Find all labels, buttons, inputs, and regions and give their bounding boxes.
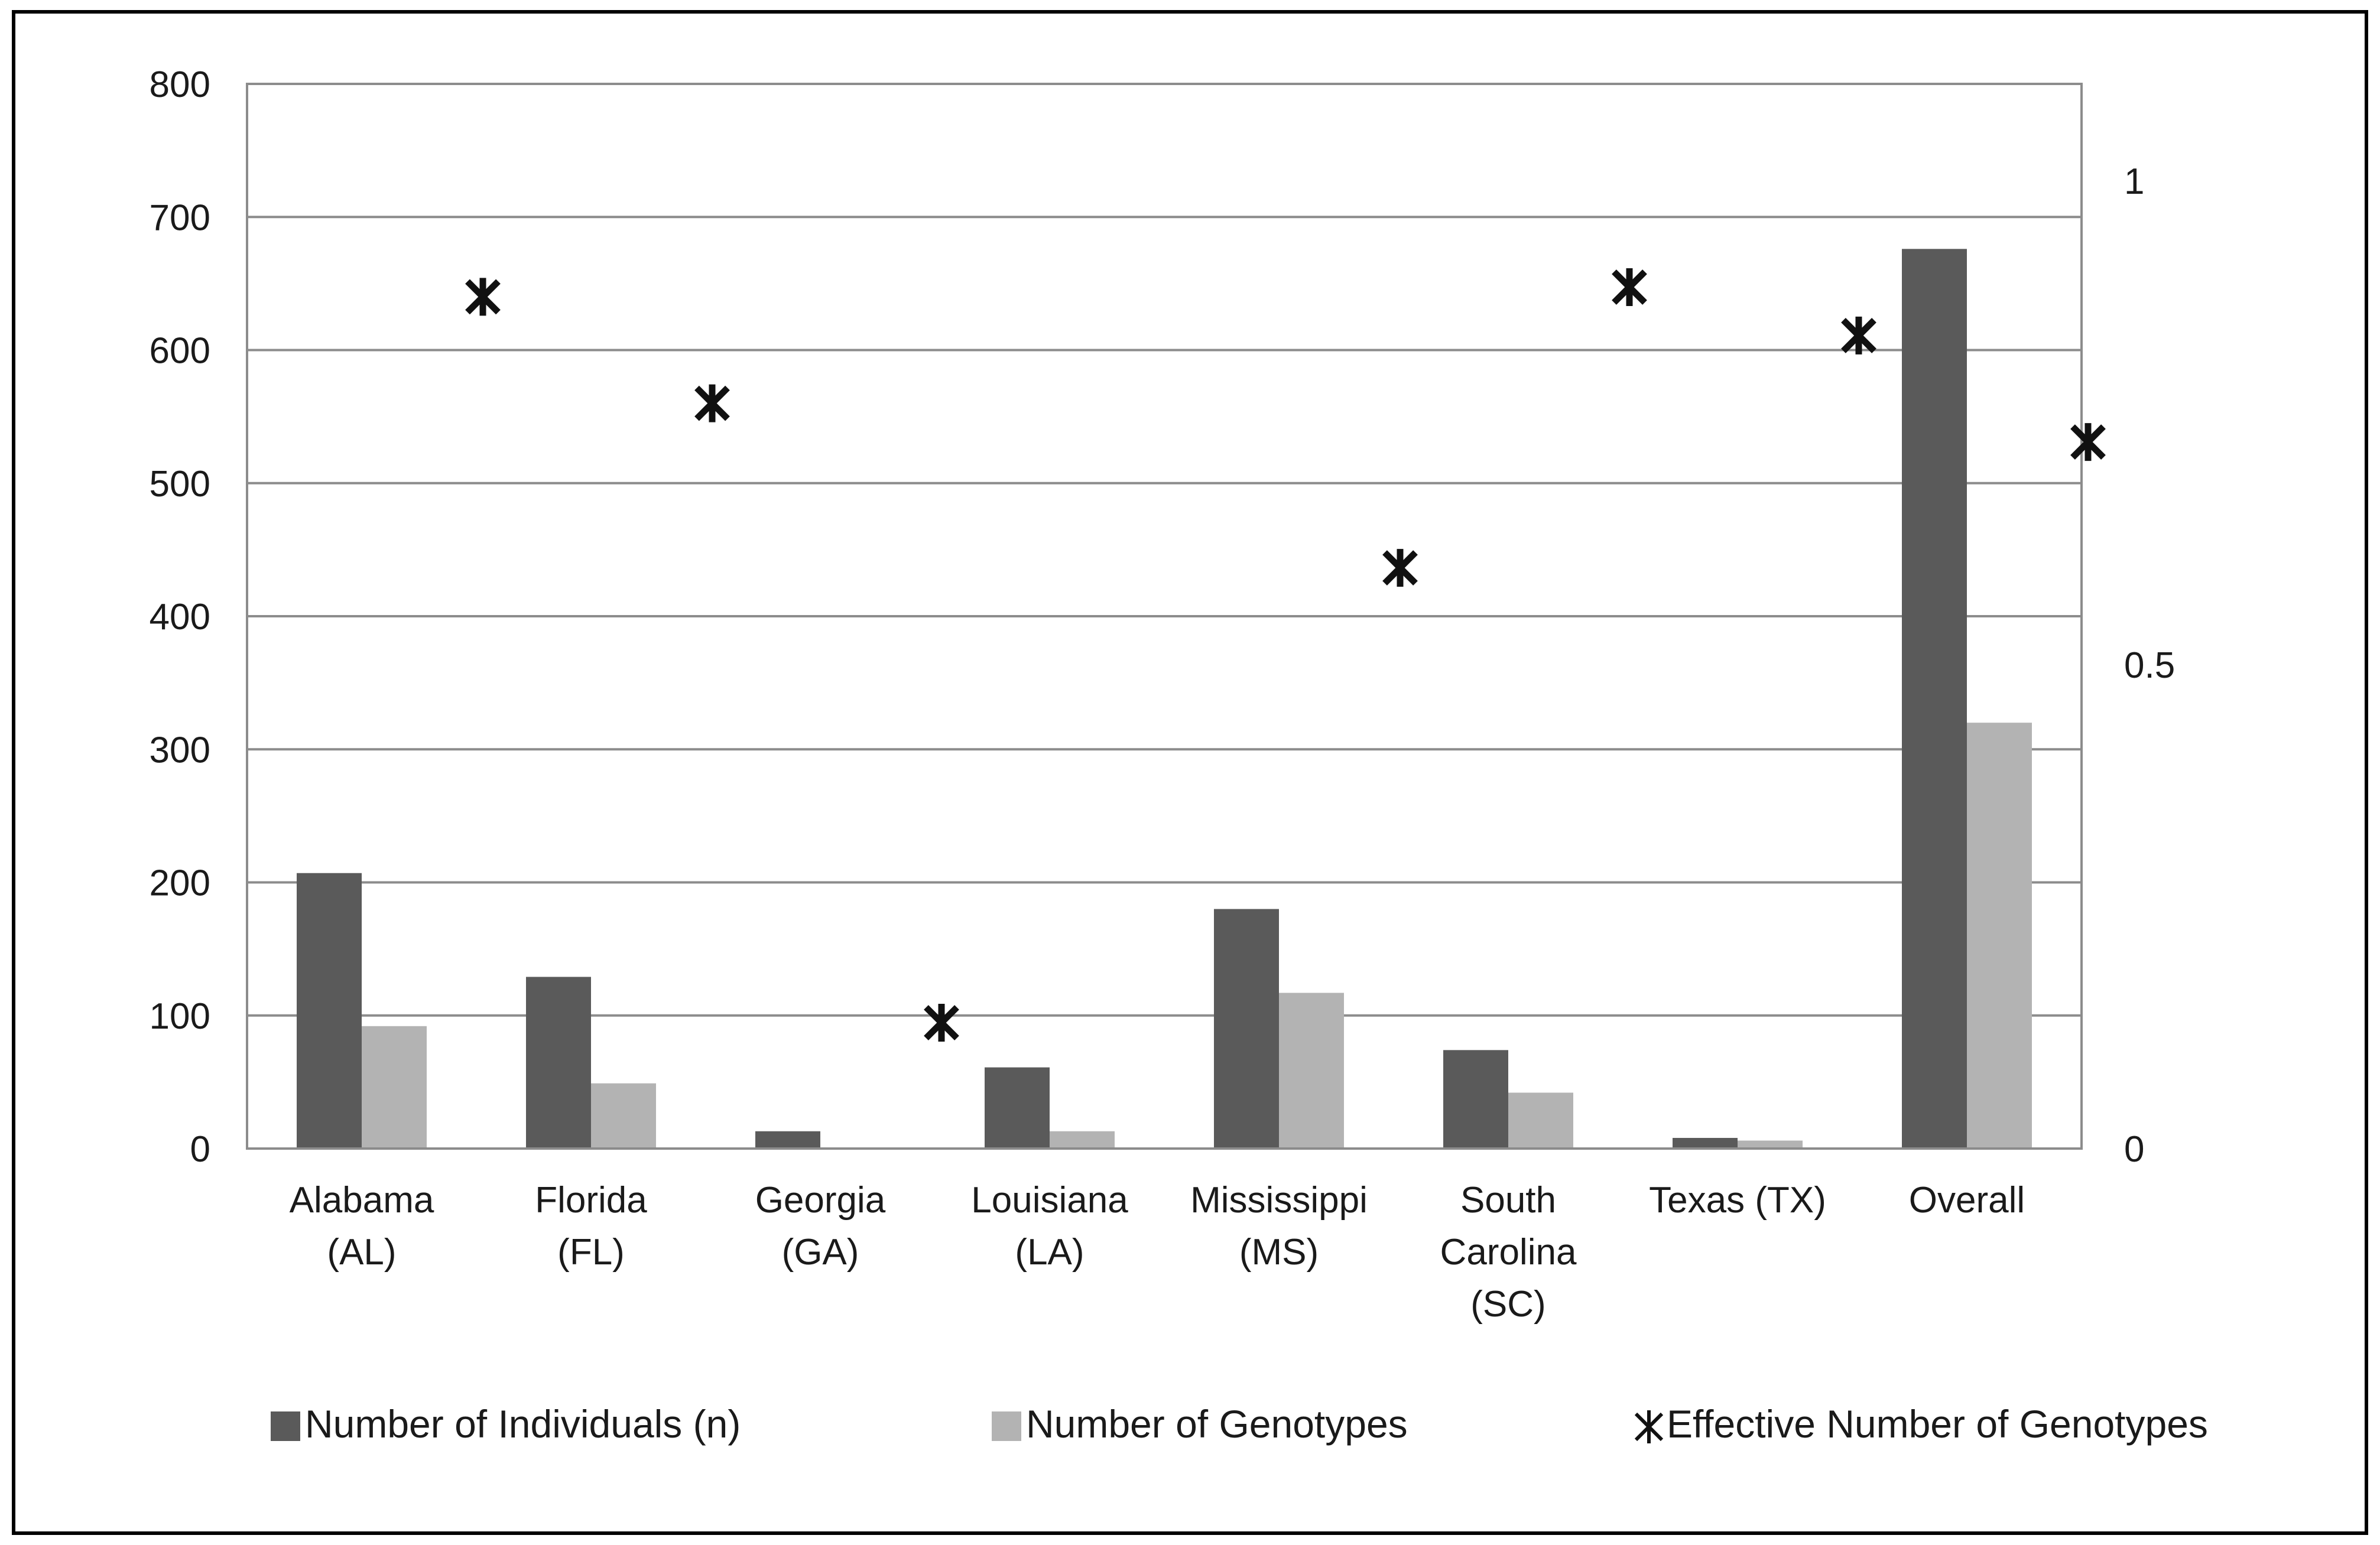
bar-genotypes xyxy=(362,1026,427,1149)
legend-marker-icon xyxy=(1634,1410,1664,1443)
category-label: (LA) xyxy=(1015,1232,1084,1273)
bar-individuals xyxy=(1673,1137,1738,1149)
category-label: (SC) xyxy=(1470,1284,1545,1325)
left-axis-tick-label: 400 xyxy=(150,597,210,637)
bar-individuals xyxy=(526,977,591,1149)
legend: Number of Individuals (n) Number of Genot… xyxy=(271,1402,2208,1446)
right-axis-tick-label: 0.5 xyxy=(2124,645,2175,686)
bar-genotypes xyxy=(1050,1131,1115,1149)
category-label: (FL) xyxy=(557,1232,625,1273)
bar-genotypes xyxy=(1508,1092,1573,1149)
legend-label: Number of Individuals (n) xyxy=(305,1402,741,1446)
left-axis-tick-label: 700 xyxy=(150,197,210,238)
left-axis-tick-label: 0 xyxy=(190,1129,210,1170)
category-label: Louisiana xyxy=(971,1180,1128,1221)
right-axis-tick-label: 1 xyxy=(2124,161,2144,202)
bar-individuals xyxy=(1902,249,1967,1149)
markers xyxy=(465,268,2106,1042)
effective-genotypes-marker xyxy=(1841,316,1876,354)
legend-swatch xyxy=(992,1411,1021,1441)
bar-genotypes xyxy=(591,1083,656,1149)
bars xyxy=(297,249,2032,1149)
left-axis-tick-label: 500 xyxy=(150,464,210,505)
plot-area-border xyxy=(246,83,2083,1150)
category-label: (AL) xyxy=(327,1232,396,1273)
effective-genotypes-marker xyxy=(2070,423,2106,461)
legend-item: Effective Number of Genotypes xyxy=(1634,1402,2208,1446)
bar-individuals xyxy=(1214,909,1279,1149)
bar-individuals xyxy=(297,873,362,1149)
legend-item: Number of Genotypes xyxy=(992,1402,1408,1446)
category-label: (MS) xyxy=(1239,1232,1319,1273)
category-label: Mississippi xyxy=(1190,1180,1368,1221)
legend-swatch xyxy=(271,1411,300,1441)
left-axis-tick-label: 600 xyxy=(150,331,210,372)
category-label: Florida xyxy=(535,1180,647,1221)
effective-genotypes-marker xyxy=(694,384,730,422)
right-axis-ticks: 00.51 xyxy=(2124,161,2175,1170)
bar-genotypes xyxy=(1738,1140,1803,1149)
effective-genotypes-marker xyxy=(924,1004,959,1042)
bar-individuals xyxy=(1443,1050,1508,1149)
bar-genotypes xyxy=(1279,993,1344,1149)
category-label: Overall xyxy=(1909,1180,2025,1221)
category-label: Texas (TX) xyxy=(1649,1180,1826,1221)
effective-genotypes-marker xyxy=(465,278,501,316)
bar-individuals xyxy=(985,1067,1050,1149)
legend-item: Number of Individuals (n) xyxy=(271,1402,741,1446)
effective-genotypes-marker xyxy=(1382,549,1418,587)
right-axis-tick-label: 0 xyxy=(2124,1129,2144,1170)
effective-genotypes-marker xyxy=(1612,268,1647,307)
legend-label: Effective Number of Genotypes xyxy=(1667,1402,2208,1446)
category-label: Georgia xyxy=(755,1180,886,1221)
left-axis-tick-label: 300 xyxy=(150,730,210,770)
category-label: Alabama xyxy=(290,1180,434,1221)
bar-genotypes xyxy=(1967,723,2032,1149)
category-labels: Alabama (AL) Florida (FL) Georgia (GA) Louisia… xyxy=(290,1180,2025,1325)
category-label: (GA) xyxy=(782,1232,859,1273)
left-axis-tick-label: 800 xyxy=(150,64,210,105)
category-label: South xyxy=(1460,1180,1556,1221)
left-axis-ticks: 0 100 200 300 400 500 600 700 800 xyxy=(150,64,210,1170)
left-axis-tick-label: 200 xyxy=(150,863,210,904)
bar-individuals xyxy=(755,1131,820,1149)
legend-label: Number of Genotypes xyxy=(1026,1402,1408,1446)
category-label: Carolina xyxy=(1440,1232,1577,1273)
left-axis-tick-label: 100 xyxy=(150,996,210,1037)
